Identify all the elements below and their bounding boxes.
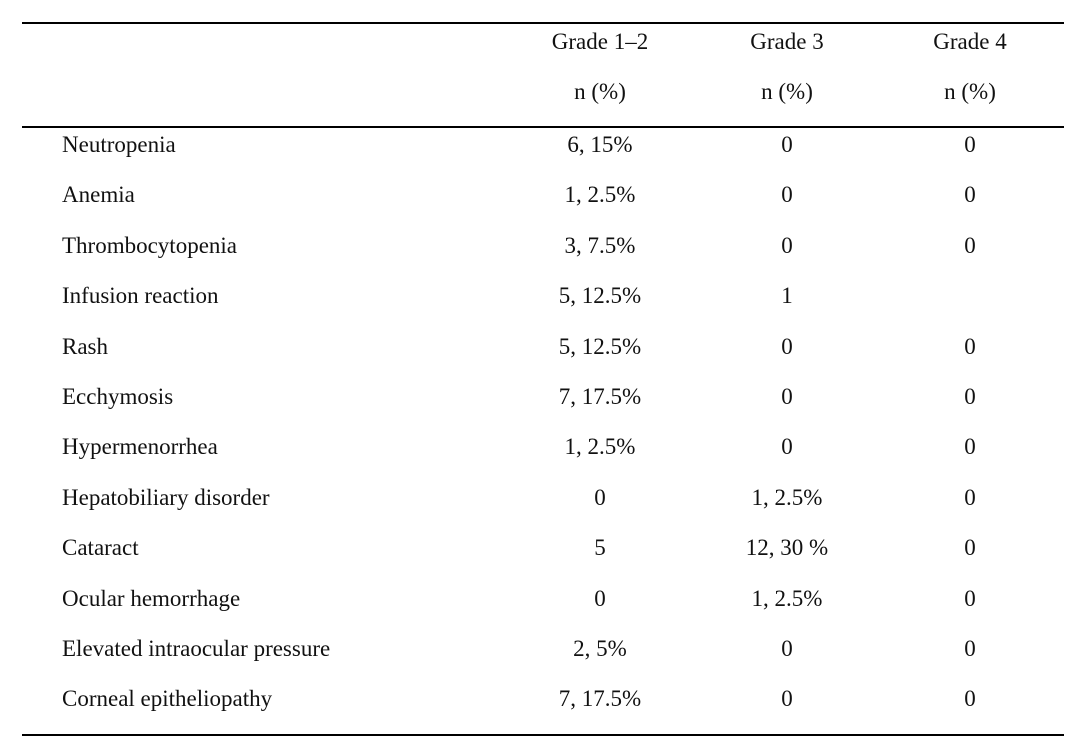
cell-grade-1-2: 1, 2.5% bbox=[564, 182, 636, 207]
cell-grade-3: 0 bbox=[781, 334, 793, 359]
cell-grade-3: 0 bbox=[781, 233, 793, 258]
cell-grade-1-2: 0 bbox=[594, 485, 606, 510]
row-label: Elevated intraocular pressure bbox=[62, 636, 331, 661]
cell-grade-3: 0 bbox=[781, 636, 793, 661]
row-label: Hepatobiliary disorder bbox=[62, 485, 270, 510]
cell-grade-1-2: 7, 17.5% bbox=[558, 384, 642, 409]
cell-grade-3: 0 bbox=[781, 384, 793, 409]
cell-grade-4: 0 bbox=[964, 233, 976, 258]
cell-grade-3: 1, 2.5% bbox=[751, 586, 823, 611]
cell-grade-4: 0 bbox=[964, 334, 976, 359]
header-n-pct-grade-4: n (%) bbox=[944, 79, 996, 104]
row-label: Thrombocytopenia bbox=[62, 233, 238, 258]
row-label: Hypermenorrhea bbox=[62, 434, 218, 459]
cell-grade-1-2: 1, 2.5% bbox=[564, 434, 636, 459]
header-n-pct-grade-3: n (%) bbox=[761, 79, 813, 104]
cell-grade-4: 0 bbox=[964, 586, 976, 611]
row-label: Neutropenia bbox=[62, 132, 176, 157]
row-label: Infusion reaction bbox=[62, 283, 219, 308]
cell-grade-4: 0 bbox=[964, 384, 976, 409]
header-grade-3: Grade 3 bbox=[750, 29, 824, 54]
cell-grade-1-2: 6, 15% bbox=[567, 132, 633, 157]
cell-grade-3: 0 bbox=[781, 434, 793, 459]
header-grade-4: Grade 4 bbox=[933, 29, 1007, 54]
row-label: Rash bbox=[62, 334, 108, 359]
cell-grade-3: 12, 30 % bbox=[745, 535, 829, 560]
cell-grade-1-2: 7, 17.5% bbox=[558, 686, 642, 711]
cell-grade-1-2: 5, 12.5% bbox=[558, 283, 642, 308]
cell-grade-4: 0 bbox=[964, 132, 976, 157]
cell-grade-4: 0 bbox=[964, 686, 976, 711]
cell-grade-3: 0 bbox=[781, 132, 793, 157]
cell-grade-1-2: 2, 5% bbox=[573, 636, 627, 661]
header-n-pct-grade-1-2: n (%) bbox=[574, 79, 626, 104]
cell-grade-4: 0 bbox=[964, 434, 976, 459]
row-label: Cataract bbox=[62, 535, 139, 560]
table-header-rule bbox=[22, 126, 1064, 128]
cell-grade-4: 0 bbox=[964, 485, 976, 510]
table-bottom-rule bbox=[22, 734, 1064, 736]
row-label: Corneal epitheliopathy bbox=[62, 686, 273, 711]
cell-grade-1-2: 5 bbox=[594, 535, 606, 560]
cell-grade-4: 0 bbox=[964, 535, 976, 560]
cell-grade-4: 0 bbox=[964, 182, 976, 207]
cell-grade-1-2: 0 bbox=[594, 586, 606, 611]
row-label: Ocular hemorrhage bbox=[62, 586, 241, 611]
cell-grade-4: 0 bbox=[964, 636, 976, 661]
cell-grade-3: 1, 2.5% bbox=[751, 485, 823, 510]
cell-grade-3: 0 bbox=[781, 686, 793, 711]
table-top-rule bbox=[22, 22, 1064, 24]
row-label: Anemia bbox=[62, 182, 135, 207]
cell-grade-1-2: 5, 12.5% bbox=[558, 334, 642, 359]
header-grade-1-2: Grade 1–2 bbox=[551, 29, 649, 54]
cell-grade-3: 1 bbox=[781, 283, 793, 308]
cell-grade-3: 0 bbox=[781, 182, 793, 207]
cell-grade-1-2: 3, 7.5% bbox=[564, 233, 636, 258]
row-label: Ecchymosis bbox=[62, 384, 174, 409]
